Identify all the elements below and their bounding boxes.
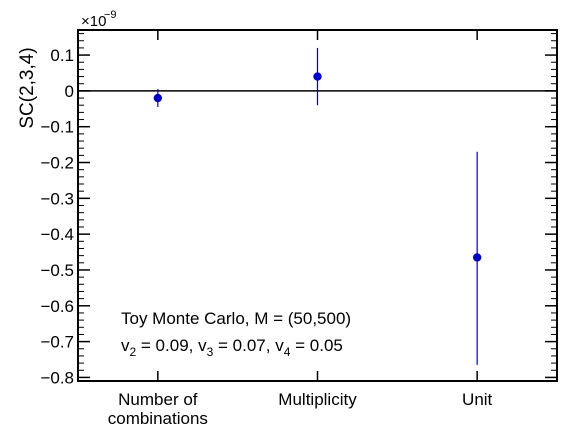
annotation-v-value: = 0.05 [290,336,342,355]
annotation-v-base: v [121,336,130,355]
y-multiplier-exponent: −9 [104,9,117,21]
labels-group: 0.1 0 −0.1 −0.2 −0.3 −0.4 −0.5 −0.6 −0.7 −0.8 Numb… [17,9,493,428]
data-point [313,72,322,81]
y-tick-label: −0.2 [40,154,74,173]
data-point [153,93,163,103]
annotation-v-base: v [275,336,284,355]
y-axis-label: SC(2,3,4) [17,47,38,128]
data-point [472,253,482,262]
annotation-line1: Toy Monte Carlo, M = (50,500) [121,309,351,328]
x-category-label: Number of [118,390,198,409]
y-tick-label: 0 [65,82,74,101]
annotation-v-subscript: 3 [207,345,214,359]
y-tick-label: −0.3 [40,189,74,208]
y-multiplier-label: ×10 [81,13,106,30]
annotation-v-subscript: 4 [284,345,291,359]
y-ticks-group [78,30,557,381]
y-tick-label: 0.1 [50,46,74,65]
y-tick-label: −0.8 [40,368,74,387]
y-tick-label: −0.4 [40,225,74,244]
annotation-v-value: = 0.09, [136,336,198,355]
x-category-label: Multiplicity [278,390,357,409]
x-category-label: Unit [462,390,493,409]
y-tick-label: −0.1 [40,118,74,137]
y-tick-label: −0.7 [40,333,74,352]
annotation-v-value: = 0.07, [213,336,275,355]
x-category-label: combinations [108,409,208,428]
data-points-group [153,47,482,365]
annotation-v-base: v [198,336,207,355]
annotation-v-subscript: 2 [130,345,137,359]
y-tick-label: −0.5 [40,261,74,280]
y-tick-label: −0.6 [40,297,74,316]
